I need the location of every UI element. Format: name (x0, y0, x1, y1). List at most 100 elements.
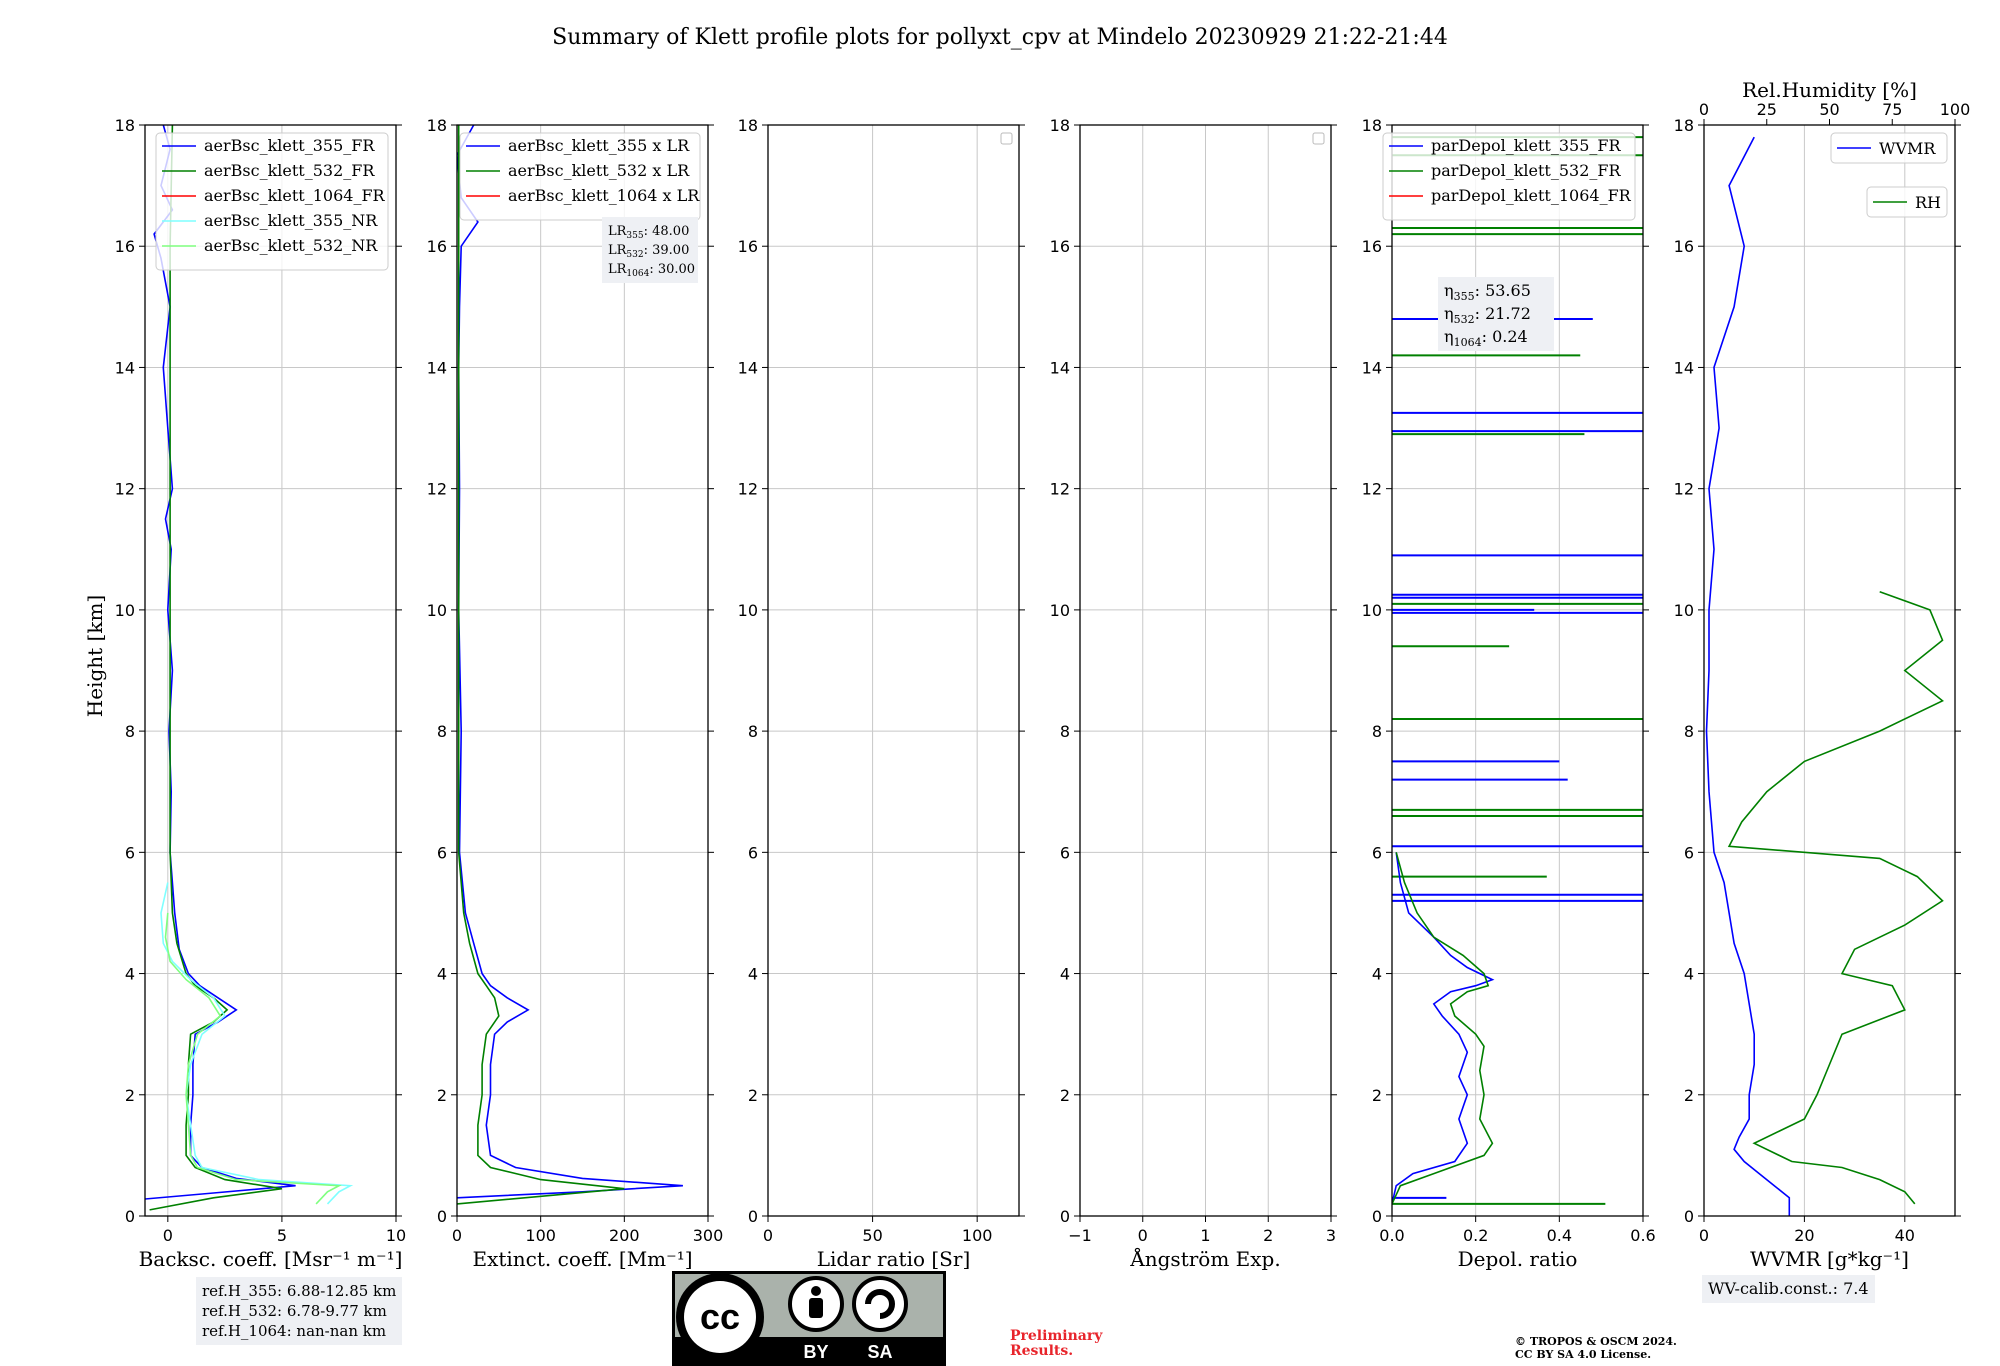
y-tick-label: 6 (1684, 843, 1694, 862)
x-tick-label: 0 (452, 1226, 462, 1245)
x-tick-label: 40 (1895, 1226, 1915, 1245)
y-tick-label: 18 (427, 116, 447, 135)
series-parDepol_klett_532_FR (1392, 852, 1494, 1205)
eta-annotation-line: η532: 21.72 (1444, 304, 1531, 326)
legend-label: aerBsc_klett_355_NR (204, 211, 378, 230)
y-tick-label: 16 (738, 237, 758, 256)
y-tick-label: 8 (1684, 722, 1694, 741)
ref-height-1064: ref.H_1064: nan-nan km (202, 1322, 387, 1340)
y-tick-label: 12 (1050, 480, 1070, 499)
y-tick-label: 6 (437, 843, 447, 862)
lr-annotation-line: LR1064: 30.00 (608, 262, 695, 279)
y-tick-label: 2 (748, 1086, 758, 1105)
lr-annotation-line: LR532: 39.00 (608, 243, 689, 260)
y-tick-label: 2 (1372, 1086, 1382, 1105)
legend-box (1382, 132, 1636, 221)
panel-backscatter: 0 5 10 0 2 4 6 8 10 12 14 16 18 Backsc. coeff. [Msr⁻¹… (115, 116, 407, 1271)
legend-label: aerBsc_klett_355 x LR (508, 136, 690, 155)
x-tick-label: 0.6 (1630, 1226, 1655, 1245)
plot-area (1392, 136, 1643, 1205)
x-tick-label: −1 (1068, 1226, 1092, 1245)
ref-height-355: ref.H_355: 6.88-12.85 km (202, 1282, 397, 1300)
top-tick-label: 100 (1940, 100, 1971, 119)
y-tick-label: 12 (427, 480, 447, 499)
copyright-note: © TROPOS & OSCM 2024. CC BY SA 4.0 Licen… (1515, 1335, 1677, 1361)
y-tick-label: 12 (738, 480, 758, 499)
y-tick-label: 6 (748, 843, 758, 862)
y-tick-label: 16 (427, 237, 447, 256)
legend-label: parDepol_klett_355_FR (1431, 136, 1622, 155)
legend-label: aerBsc_klett_355_FR (204, 136, 375, 155)
y-tick-label: 0 (437, 1207, 447, 1226)
cc-icon: cc (700, 1296, 740, 1337)
x-tick-label: 50 (862, 1226, 882, 1245)
x-tick-label: 0 (1699, 1226, 1709, 1245)
y-tick-label: 0 (125, 1207, 135, 1226)
y-tick-label: 18 (1674, 116, 1694, 135)
x-tick-label: 0 (163, 1226, 173, 1245)
series-aerBsc_klett_532_FR (149, 125, 283, 1211)
top-tick-label: 75 (1882, 100, 1902, 119)
y-tick-label: 18 (1050, 116, 1070, 135)
y-tick-label: 2 (437, 1086, 447, 1105)
by-person-body (809, 1298, 823, 1318)
y-tick-label: 2 (1060, 1086, 1070, 1105)
y-tick-label: 0 (1684, 1207, 1694, 1226)
x-tick-label: 0 (1138, 1226, 1148, 1245)
y-tick-label: 14 (427, 358, 447, 377)
y-tick-label: 10 (738, 601, 758, 620)
x-tick-label: 1 (1200, 1226, 1210, 1245)
legend-label: aerBsc_klett_1064 x LR (508, 186, 700, 205)
legend-box (1830, 132, 1948, 164)
axes-frame (1703, 124, 1956, 1217)
eta-annotation-line: η355: 53.65 (1444, 281, 1531, 303)
x-axis-label: WVMR [g*kg⁻¹] (1750, 1247, 1909, 1271)
y-tick-label: 0 (1060, 1207, 1070, 1226)
x-tick-label: 3 (1326, 1226, 1336, 1245)
panel-extinction: 0 100 200 300 0 2 4 6 8 10 12 14 16 18 Extinct. coeff.… (427, 116, 724, 1271)
y-tick-label: 10 (1674, 601, 1694, 620)
y-axis-label: Height [km] (83, 595, 107, 717)
y-tick-label: 4 (1372, 965, 1382, 984)
y-tick-label: 4 (437, 965, 447, 984)
y-tick-label: 16 (115, 237, 135, 256)
x-axis-label: Backsc. coeff. [Msr⁻¹ m⁻¹] (139, 1247, 403, 1271)
panel-depol: 0.0 0.2 0.4 0.6 0 2 4 6 8 10 12 14 16 18 Depol. ratio p… (1362, 116, 1656, 1271)
sa-circle-icon (852, 1276, 908, 1332)
wv-calib-annotation: WV-calib.const.: 7.4 (1702, 1275, 1875, 1303)
legend-label: aerBsc_klett_532_FR (204, 161, 375, 180)
y-tick-label: 8 (1060, 722, 1070, 741)
x-tick-label: 0 (763, 1226, 773, 1245)
series-aerBsc_klett_355_FR (145, 125, 296, 1200)
x-tick-label: 2 (1263, 1226, 1273, 1245)
x-axis-label: Lidar ratio [Sr] (817, 1247, 971, 1271)
y-tick-label: 8 (437, 722, 447, 741)
eta-annotation-box (1438, 277, 1554, 351)
x-axis-label: Depol. ratio (1458, 1247, 1578, 1271)
lr-annotation-line: LR355: 48.00 (608, 224, 689, 241)
series-aerBsc_klett_355 x LR (457, 125, 683, 1199)
x-tick-label: 0.2 (1463, 1226, 1488, 1245)
by-person-head (811, 1286, 821, 1296)
y-tick-label: 6 (1060, 843, 1070, 862)
legend-label: aerBsc_klett_532 x LR (508, 161, 690, 180)
y-tick-label: 18 (738, 116, 758, 135)
x-axis-label: Ångström Exp. (1129, 1246, 1280, 1271)
y-tick-label: 8 (125, 722, 135, 741)
series-RH (1727, 590, 1944, 1205)
by-label: BY (803, 1342, 828, 1362)
eta-annotation-line: η1064: 0.24 (1444, 327, 1528, 349)
y-tick-label: 12 (1362, 480, 1382, 499)
panel-wvmr: 0 20 40 0 2 4 6 8 10 12 14 16 18 WVMR [g*kg⁻¹] 0 25 50 75… (1674, 78, 1971, 1271)
series-WVMR (1705, 136, 1791, 1216)
ref-height-annotation: ref.H_355: 6.88-12.85 km ref.H_532: 6.78… (196, 1277, 403, 1345)
y-tick-label: 8 (748, 722, 758, 741)
y-tick-label: 6 (125, 843, 135, 862)
axes-frame (456, 124, 709, 1217)
x-tick-label: 5 (277, 1226, 287, 1245)
y-tick-label: 4 (1060, 965, 1070, 984)
sa-label: SA (867, 1342, 892, 1362)
y-tick-label: 14 (1362, 358, 1382, 377)
